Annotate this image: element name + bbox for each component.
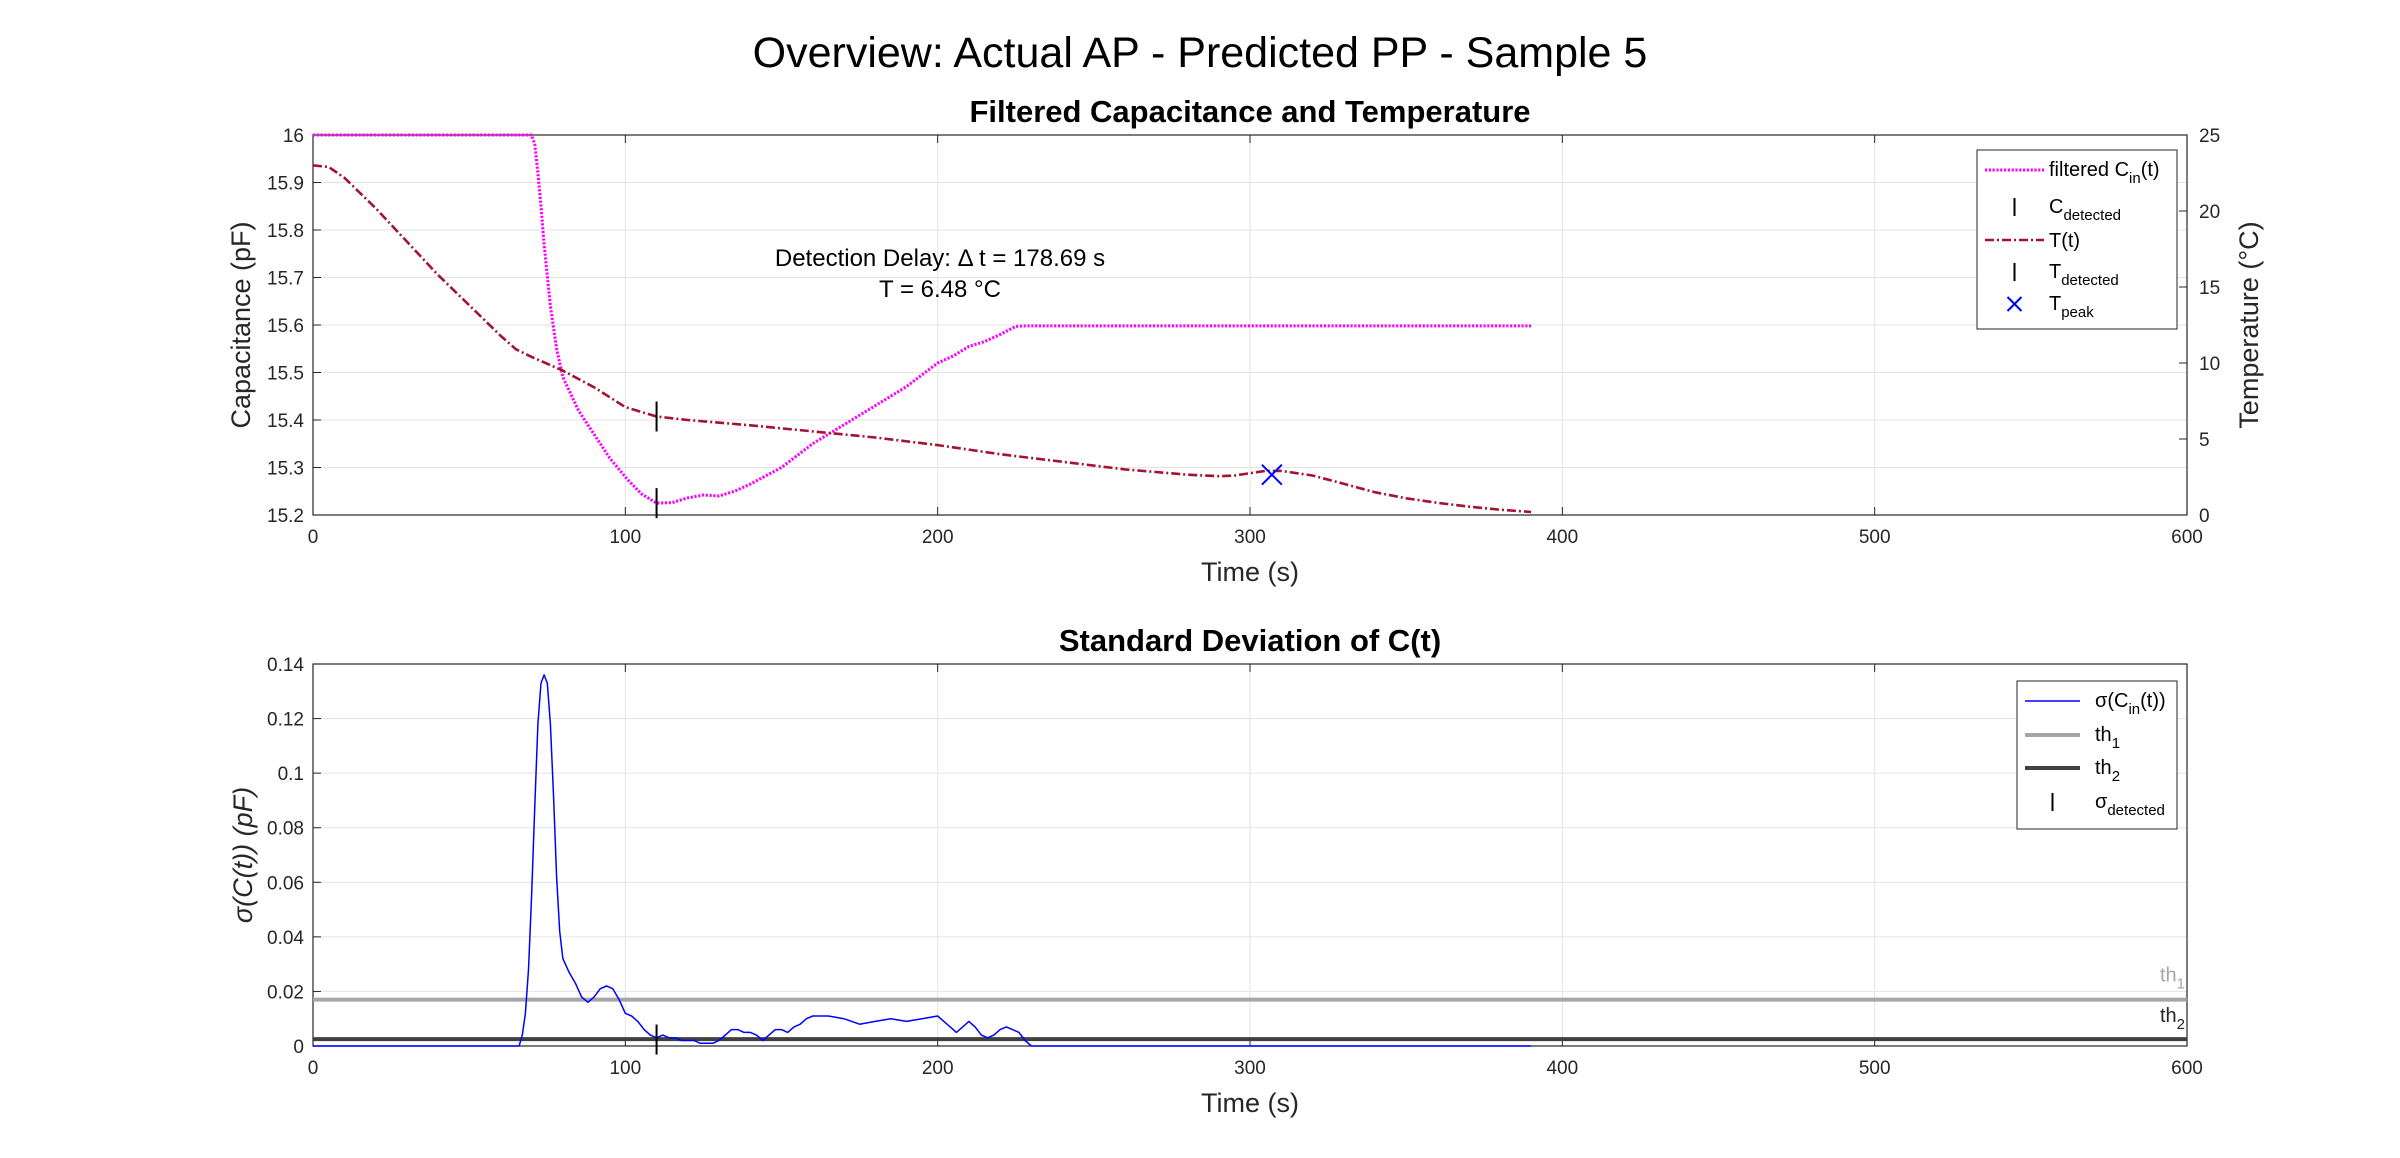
detection-temperature-text: T = 6.48 °C [879,276,1001,303]
legend-label: Tdetected [2049,261,2119,289]
legend-label: filtered Cin(t) [2049,159,2160,187]
x-tick-label: 200 [922,1058,954,1079]
y-right-tick-label: 10 [2199,354,2220,375]
threshold-1-label: th1 [2160,965,2185,993]
legend-box [2016,680,2178,830]
x-axis-label: Time (s) [1201,557,1299,587]
y-tick-label: 15.4 [267,411,304,432]
x-tick-label: 100 [609,527,641,548]
y-tick-label: 0.1 [278,764,304,785]
y-tick-label: 15.5 [267,364,304,385]
y-tick-label: 0.06 [267,873,304,894]
capacitance-line [313,133,1532,505]
x-tick-label: 600 [2171,1058,2203,1079]
x-tick-label: 0 [308,1058,319,1079]
y-axis-label: σ(C(t)) (pF) [228,787,258,923]
legend-label: T(t) [2049,230,2080,252]
standard-deviation-plot: 0 100 200 300 400 500 600 0 0.02 0.04 0.06 0.08 0.1 0… [228,623,2203,1118]
legend: filtered Cin(t) Cdetected T(t) Tdetected Tpe… [1976,149,2178,330]
legend-label: th2 [2095,757,2120,785]
y-right-tick-label: 20 [2199,202,2220,223]
y-right-tick-label: 5 [2199,430,2210,451]
legend-label: th1 [2095,724,2120,752]
threshold-2-label: th2 [2160,1005,2185,1033]
x-tick-label: 500 [1859,527,1891,548]
x-tick-label: 200 [922,527,954,548]
y-tick-label: 0.02 [267,982,304,1003]
y-tick-label: 16 [283,126,304,147]
x-axis-label: Time (s) [1201,1088,1299,1118]
x-tick-label: 0 [308,527,319,548]
y-right-axis-label: Temperature (°C) [2234,221,2264,428]
y-right-tick-label: 25 [2199,126,2220,147]
y-tick-label: 15.6 [267,316,304,337]
legend-label: σdetected [2095,791,2165,819]
x-tick-label: 400 [1546,1058,1578,1079]
x-tick-label: 300 [1234,527,1266,548]
y-tick-label: 0.14 [267,655,304,676]
capacitance-temperature-plot: 0 100 200 300 400 500 60015.215.315.415.515.61… [226,94,2264,587]
y-tick-label: 15.2 [267,506,304,527]
y-tick-label: 0.12 [267,710,304,731]
legend-swatch [2006,296,2023,312]
y-tick-label: 0.04 [267,928,304,949]
x-tick-label: 400 [1546,527,1578,548]
y-right-tick-label: 15 [2199,278,2220,299]
plot-title: Filtered Capacitance and Temperature [969,94,1530,129]
y-tick-label: 15.3 [267,459,304,480]
y-tick-label: 15.7 [267,269,304,290]
figure-title: Overview: Actual AP - Predicted PP - Sam… [753,29,1648,77]
legend-label: Cdetected [2049,196,2121,224]
series-lines [313,133,1532,514]
sigma-line [313,674,1532,1047]
series-lines [313,674,2187,1047]
detection-delay-text: Detection Delay: Δ t = 178.69 s [775,245,1105,272]
legend: σ(Cin(t)) th1 th2 σdetected [2016,680,2178,830]
x-tick-label: 300 [1234,1058,1266,1079]
y-tick-label: 0.08 [267,819,304,840]
y-tick-label: 15.8 [267,221,304,242]
y-tick-label: 15.9 [267,174,304,195]
y-right-tick-label: 0 [2199,506,2210,527]
x-tick-label: 500 [1859,1058,1891,1079]
legend-label: σ(Cin(t)) [2095,690,2166,718]
y-axis-label: Capacitance (pF) [226,221,256,428]
legend-label: Tpeak [2049,293,2094,321]
plot-title: Standard Deviation of C(t) [1059,623,1441,658]
y-tick-label: 0 [293,1037,304,1058]
t-peak-marker [1261,464,1283,486]
x-tick-label: 600 [2171,527,2203,548]
temperature-line [313,164,1532,514]
x-tick-label: 100 [609,1058,641,1079]
